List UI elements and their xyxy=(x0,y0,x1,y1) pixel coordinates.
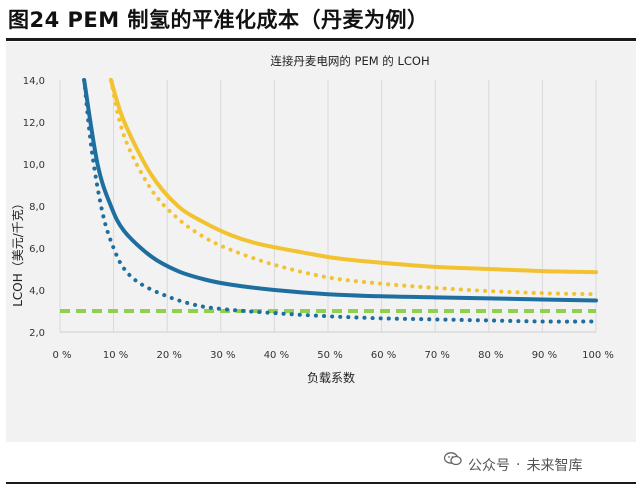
x-tick-label: 80 % xyxy=(478,350,503,361)
bottom-divider xyxy=(6,482,636,484)
x-tick-label: 70 % xyxy=(424,350,449,361)
x-tick-label: 50 % xyxy=(317,350,342,361)
series-blue-dotted xyxy=(82,78,598,324)
tick-layer: 0 % 10 % 20 % 30 % 40 % 50 % 60 % 70 % 80 % 90 % 1… xyxy=(23,76,614,361)
series-layer xyxy=(60,78,598,324)
x-tick-label: 90 % xyxy=(532,350,557,361)
y-tick-label: 6,0 xyxy=(29,244,45,255)
lcoh-line-chart: 0 % 10 % 20 % 30 % 40 % 50 % 60 % 70 % 80 % 90 % 1… xyxy=(11,54,614,385)
watermark-separator: · xyxy=(516,457,521,473)
y-tick-label: 12,0 xyxy=(23,118,45,129)
wechat-icon xyxy=(444,452,462,472)
y-axis-label: LCOH（美元/千克） xyxy=(11,197,25,307)
series-blue-solid xyxy=(82,78,598,303)
x-tick-label: 60 % xyxy=(371,350,396,361)
x-tick-label: 0 % xyxy=(52,350,71,361)
series-yellow-solid xyxy=(108,78,598,275)
figure-title: 图24 PEM 制氢的平准化成本（丹麦为例） xyxy=(8,8,429,32)
y-tick-label: 8,0 xyxy=(29,202,45,213)
watermark: 公众号 · 未来智库 xyxy=(444,452,640,478)
x-tick-label: 40 % xyxy=(264,350,289,361)
x-tick-label: 10 % xyxy=(103,350,128,361)
chart-card: 0 % 10 % 20 % 30 % 40 % 50 % 60 % 70 % 80 % 90 % 1… xyxy=(6,42,636,442)
y-tick-label: 10,0 xyxy=(23,160,45,171)
y-tick-label: 2,0 xyxy=(29,328,45,339)
watermark-account: 未来智库 xyxy=(526,458,583,474)
x-tick-label: 30 % xyxy=(210,350,235,361)
x-tick-label: 20 % xyxy=(156,350,181,361)
y-tick-label: 14,0 xyxy=(23,76,45,87)
chart-title: 连接丹麦电网的 PEM 的 LCOH xyxy=(270,54,429,68)
y-tick-label: 4,0 xyxy=(29,286,45,297)
grid-layer xyxy=(59,80,597,333)
x-tick-label: 100 % xyxy=(582,350,614,361)
watermark-channel: 公众号 xyxy=(468,458,510,474)
title-divider xyxy=(6,38,636,41)
x-axis-label: 负载系数 xyxy=(307,370,355,385)
